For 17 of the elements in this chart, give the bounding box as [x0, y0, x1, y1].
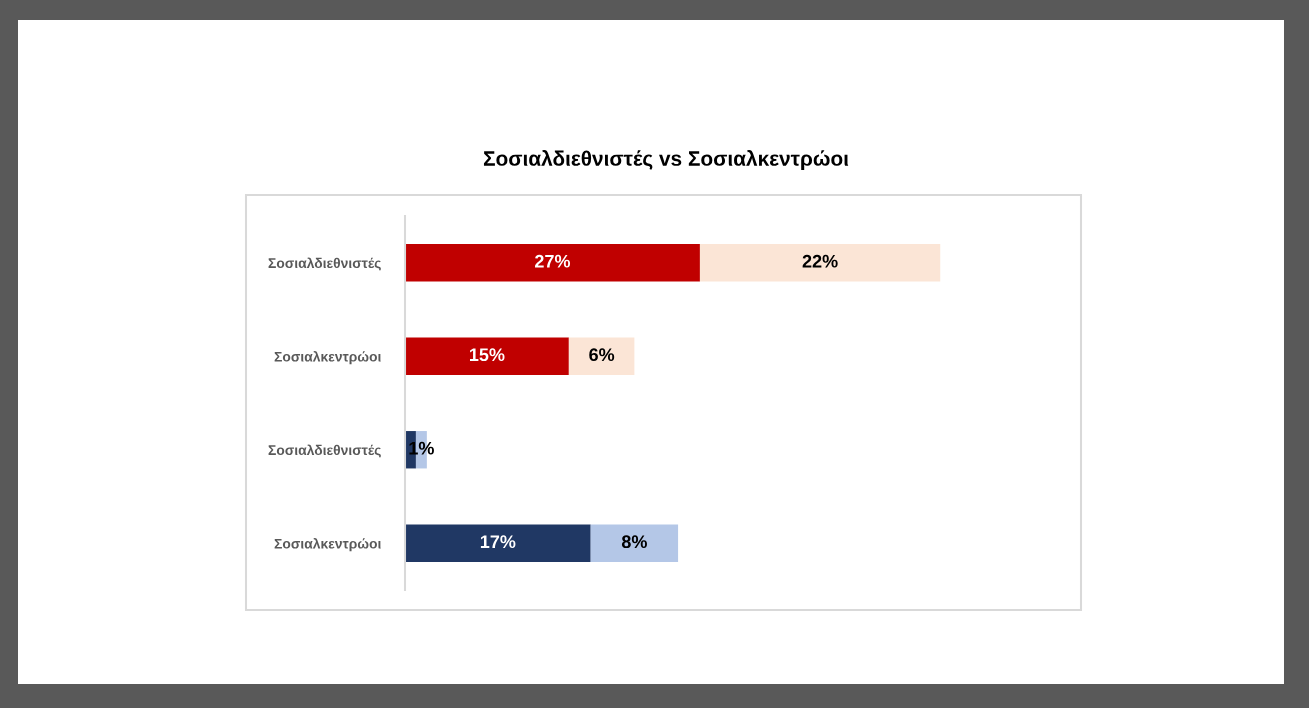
bar	[405, 244, 700, 282]
data-label: 15%	[469, 348, 505, 362]
data-label: 8%	[621, 535, 647, 549]
data-label: 22%	[802, 254, 838, 268]
bar	[699, 244, 941, 282]
y-tick-label: Σοσιαλκεντρώοι	[274, 538, 381, 552]
bar	[568, 337, 635, 375]
bar	[405, 524, 591, 562]
data-label: 27%	[535, 254, 571, 268]
y-tick-label: Σοσιαλδιεθνιστές	[268, 444, 381, 458]
data-label: 6%	[589, 348, 615, 362]
chart-title: Σοσιαλδιεθνιστές vs Σοσιαλκεντρώοι	[483, 150, 849, 170]
y-tick-label: Σοσιαλκεντρώοι	[274, 351, 381, 365]
bar	[590, 524, 679, 562]
bar	[405, 337, 569, 375]
data-label: 17%	[480, 535, 516, 549]
y-tick-label: Σοσιαλδιεθνιστές	[268, 257, 381, 271]
